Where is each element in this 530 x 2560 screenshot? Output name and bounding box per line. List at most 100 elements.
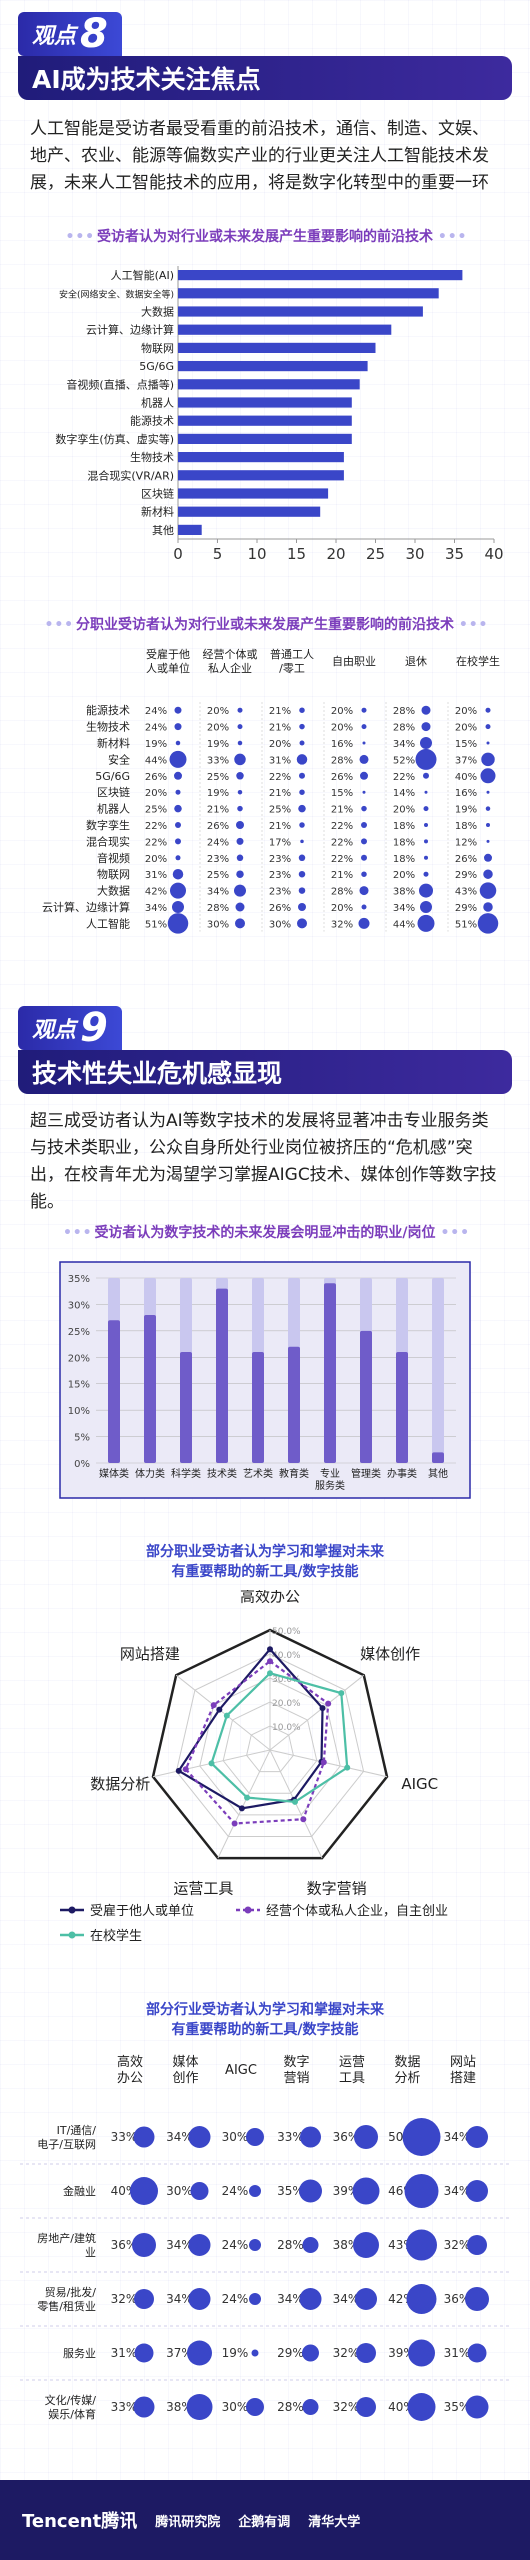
table-column-header: 网站 (450, 2055, 476, 2070)
logo-tencent: Tencent腾讯 (22, 2511, 138, 2532)
table-cell-bubble (188, 2126, 211, 2148)
table-cell-bubble (465, 2395, 489, 2419)
table-cell-bubble (246, 2398, 264, 2416)
chart4-heading: 部分职业受访者认为学习和掌握对未来 有重要帮助的新工具/数字技能 (0, 1542, 530, 1582)
table-cell-bubble (485, 806, 491, 811)
chart3-heading-text: 受访者认为数字技术的未来发展会明显冲击的职业/岗位 (94, 1225, 436, 1241)
table-cell-bubble (175, 838, 181, 845)
table-cell-bubble (404, 2174, 439, 2208)
table-cell-bubble (237, 724, 243, 730)
chart1-category-label: 人工智能(AI) (111, 268, 174, 282)
radar-grid-ring (175, 1653, 365, 1837)
chart1-bar (178, 361, 368, 372)
table-cell-value: 20% (145, 854, 167, 865)
chart3-category-label: 其他 (428, 1467, 448, 1480)
table-cell-value: 21% (207, 805, 229, 816)
table-cell-value: 22% (331, 854, 353, 865)
table-cell-bubble (352, 2177, 380, 2205)
radar-grid-ring (199, 1677, 341, 1816)
table-column-header: 私人企业 (208, 661, 252, 675)
table-cell-value: 19% (145, 739, 167, 750)
chart2-heading-text: 分职业受访者认为对行业或未来发展产生重要影响的前沿技术 (76, 617, 454, 633)
chart1-category-label: 区块链 (141, 487, 174, 501)
chart1-x-tick-label: 20 (326, 545, 345, 563)
table-cell-bubble (298, 804, 306, 813)
chart1-category-label: 新材料 (141, 505, 174, 519)
logo-tsinghua: 清华大学 (308, 2514, 361, 2530)
table-cell-bubble (236, 854, 244, 862)
table-cell-value: 17% (269, 837, 291, 848)
chart1-bar (178, 342, 376, 353)
table-cell-bubble (297, 918, 307, 929)
logo-penguin-survey: 企鹅有调 (238, 2514, 291, 2530)
radar-series-point (338, 1690, 345, 1697)
table-cell-value: 36% (444, 2292, 471, 2306)
table-cell-bubble (486, 823, 490, 827)
table-cell-bubble (175, 822, 181, 828)
table-cell-value: 44% (393, 919, 415, 930)
chart3-bar (324, 1283, 336, 1463)
table-cell-bubble (236, 772, 244, 780)
chart1-category-label: 数字孪生(仿真、虚实等) (55, 432, 174, 446)
table-cell-bubble (483, 869, 493, 879)
table-cell-bubble (486, 741, 490, 745)
table-row-label: 混合现实 (86, 834, 130, 848)
table-cell-value: 40% (455, 772, 477, 783)
table-cell-value: 39% (333, 2184, 360, 2198)
table-column-header: 媒体 (172, 2055, 198, 2070)
table-cell-bubble (174, 723, 182, 731)
radar-series-point (216, 1706, 223, 1713)
table-cell-bubble (298, 887, 306, 894)
chart1-bar (178, 270, 463, 281)
table-cell-bubble (299, 789, 305, 795)
table-cell-bubble (298, 903, 306, 911)
chart3-y-tick-label: 30% (68, 1300, 90, 1311)
table-row-label: 云计算、边缘计算 (42, 900, 130, 914)
table-cell-bubble (187, 2340, 212, 2366)
table-cell-value: 22% (331, 821, 353, 832)
table-cell-bubble (419, 883, 433, 898)
table-cell-bubble (358, 917, 370, 929)
table-cell-bubble (246, 2128, 264, 2146)
table-cell-bubble (361, 871, 367, 877)
chart1-bar (178, 452, 344, 463)
chart1-bar (178, 470, 344, 481)
table-cell-value: 36% (111, 2238, 138, 2252)
table-cell-value: 22% (145, 837, 167, 848)
table-cell-value: 15% (331, 788, 353, 799)
table-cell-value: 20% (207, 706, 229, 717)
table-column-header: 受雇于他 (146, 647, 190, 661)
footer-logos: Tencent腾讯 腾讯研究院 企鹅有调 清华大学 (0, 2480, 530, 2560)
table-cell-value: 21% (331, 805, 353, 816)
table-cell-value: 23% (269, 854, 291, 865)
table-cell-value: 21% (331, 870, 353, 881)
radar-outer-ring (151, 1628, 389, 1860)
chart3-category-label: 教育类 (279, 1467, 309, 1480)
table-cell-value: 32% (111, 2292, 138, 2306)
table-row-label: 生物技术 (86, 720, 130, 734)
table-cell-bubble (355, 2288, 377, 2310)
table-row-label: 电子/互联网 (37, 2138, 96, 2151)
chart1-bar (178, 524, 202, 535)
chart3-bar (108, 1320, 120, 1463)
table-cell-value: 35% (277, 2184, 304, 2198)
table-row-label: 机器人 (97, 802, 130, 816)
table-cell-value: 21% (269, 821, 291, 832)
table-column-header: 退休 (405, 655, 427, 668)
table-cell-value: 14% (393, 788, 415, 799)
table-cell-value: 51% (145, 919, 167, 930)
table-cell-value: 23% (269, 870, 291, 881)
table-cell-bubble (167, 913, 189, 934)
table-cell-bubble (188, 2288, 211, 2310)
radar-r-tick-label: 50.0% (272, 1627, 301, 1637)
table-cell-bubble (172, 868, 184, 880)
table-column-header: 人或单位 (146, 661, 190, 675)
table-cell-bubble (402, 2118, 441, 2156)
table-row-label: 数字孪生 (86, 818, 130, 832)
table-cell-bubble (235, 902, 245, 912)
chart3-bar (144, 1315, 156, 1463)
table-cell-bubble (420, 901, 432, 913)
chart5-heading-line2: 有重要帮助的新工具/数字技能 (171, 2022, 359, 2038)
table-cell-value: 29% (455, 870, 477, 881)
table-cell-value: 24% (222, 2184, 249, 2198)
